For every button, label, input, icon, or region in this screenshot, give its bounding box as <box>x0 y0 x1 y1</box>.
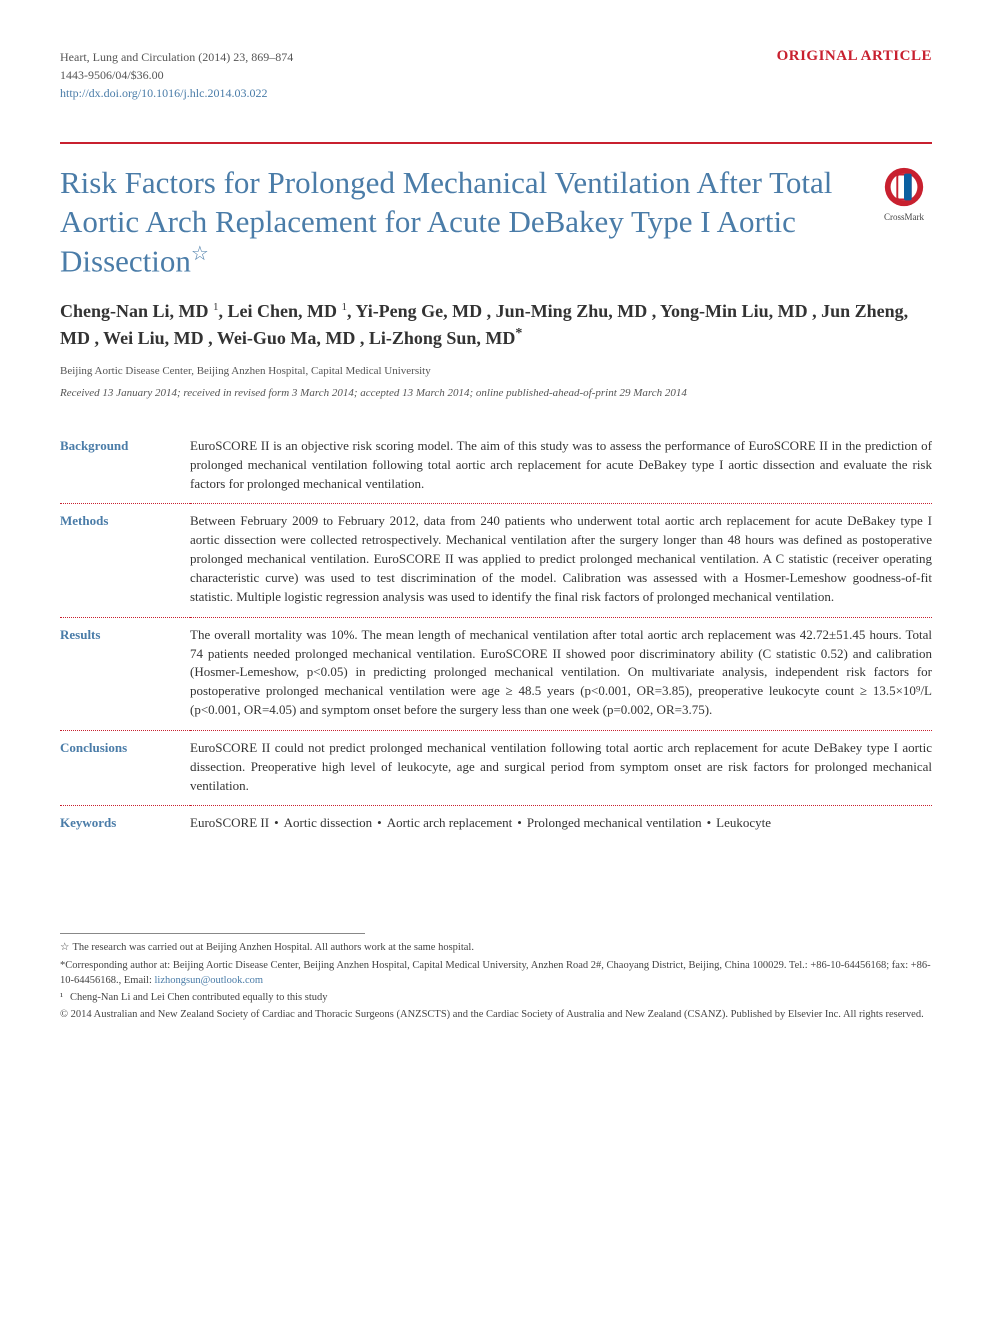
keyword: Prolonged mechanical ventilation <box>527 815 702 830</box>
abstract-label: Results <box>60 617 190 730</box>
author: Wei Liu, MD , <box>103 328 217 348</box>
author: Lei Chen, MD 1, <box>228 301 356 321</box>
footnote-corresponding: *Corresponding author at: Beijing Aortic… <box>60 958 932 988</box>
title-row: Risk Factors for Prolonged Mechanical Ve… <box>60 164 932 281</box>
author: Jun-Ming Zhu, MD , <box>496 301 660 321</box>
article-type-label: ORIGINAL ARTICLE <box>777 48 932 65</box>
keyword: Aortic dissection <box>284 815 372 830</box>
keywords-label: Keywords <box>60 806 190 843</box>
footnotes-block: ☆ The research was carried out at Beijin… <box>60 940 932 1022</box>
affiliation: Beijing Aortic Disease Center, Beijing A… <box>60 365 932 377</box>
title-rule <box>60 142 932 144</box>
journal-citation: Heart, Lung and Circulation (2014) 23, 8… <box>60 48 293 66</box>
author: Yi-Peng Ge, MD , <box>355 301 495 321</box>
abstract-body: EuroSCORE II is an objective risk scorin… <box>190 429 932 504</box>
abstract-row: MethodsBetween February 2009 to February… <box>60 504 932 617</box>
footnotes-rule <box>60 933 365 934</box>
crossmark-label: CrossMark <box>876 212 932 222</box>
abstract-body: Between February 2009 to February 2012, … <box>190 504 932 617</box>
abstract-row: ResultsThe overall mortality was 10%. Th… <box>60 617 932 730</box>
corresponding-email-link[interactable]: lizhongsun@outlook.com <box>155 975 264 986</box>
footnote-star-text: The research was carried out at Beijing … <box>72 942 474 953</box>
keyword: Aortic arch replacement <box>387 815 513 830</box>
doi-link[interactable]: http://dx.doi.org/10.1016/j.hlc.2014.03.… <box>60 86 267 100</box>
author: Cheng-Nan Li, MD 1, <box>60 301 228 321</box>
abstract-label: Conclusions <box>60 730 190 806</box>
issn-price: 1443-9506/04/$36.00 <box>60 66 293 84</box>
keyword: EuroSCORE II <box>190 815 269 830</box>
abstract-label: Methods <box>60 504 190 617</box>
article-title: Risk Factors for Prolonged Mechanical Ve… <box>60 164 856 281</box>
author: Yong-Min Liu, MD , <box>660 301 821 321</box>
citation-block: Heart, Lung and Circulation (2014) 23, 8… <box>60 48 293 102</box>
page-header: Heart, Lung and Circulation (2014) 23, 8… <box>60 48 932 102</box>
footnote-star: ☆ The research was carried out at Beijin… <box>60 940 932 955</box>
footnote-equal-text: Cheng-Nan Li and Lei Chen contributed eq… <box>70 992 328 1003</box>
keywords-list: EuroSCORE II•Aortic dissection•Aortic ar… <box>190 806 932 843</box>
keywords-row: KeywordsEuroSCORE II•Aortic dissection•A… <box>60 806 932 843</box>
article-title-text: Risk Factors for Prolonged Mechanical Ve… <box>60 165 832 278</box>
abstract-body: EuroSCORE II could not predict prolonged… <box>190 730 932 806</box>
title-footnote-star: ☆ <box>191 243 209 265</box>
abstract-label: Background <box>60 429 190 504</box>
author: Wei-Guo Ma, MD , <box>217 328 369 348</box>
abstract-table: BackgroundEuroSCORE II is an objective r… <box>60 429 932 843</box>
abstract-row: BackgroundEuroSCORE II is an objective r… <box>60 429 932 504</box>
crossmark-badge[interactable]: CrossMark <box>876 164 932 222</box>
keyword: Leukocyte <box>716 815 771 830</box>
authors-list: Cheng-Nan Li, MD 1, Lei Chen, MD 1, Yi-P… <box>60 299 932 351</box>
abstract-body: The overall mortality was 10%. The mean … <box>190 617 932 730</box>
footnote-equal: ¹Cheng-Nan Li and Lei Chen contributed e… <box>60 990 932 1005</box>
author: Li-Zhong Sun, MD* <box>369 328 523 348</box>
crossmark-icon <box>881 202 927 212</box>
footnote-copyright: © 2014 Australian and New Zealand Societ… <box>60 1007 932 1022</box>
abstract-row: ConclusionsEuroSCORE II could not predic… <box>60 730 932 806</box>
article-history: Received 13 January 2014; received in re… <box>60 387 932 399</box>
